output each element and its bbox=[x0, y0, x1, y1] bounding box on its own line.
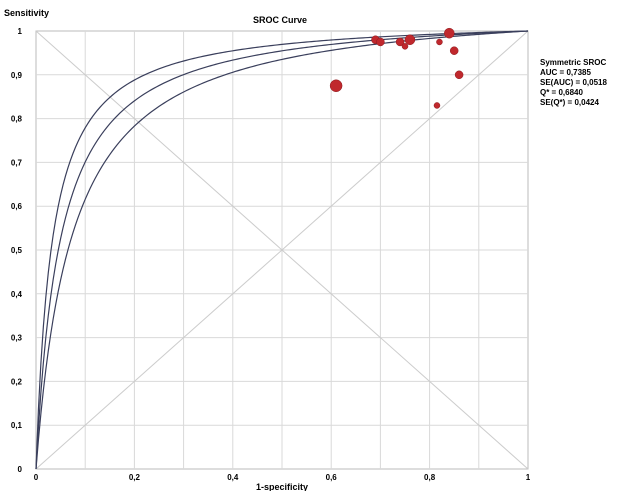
y-tick-label: 1 bbox=[18, 27, 23, 36]
y-tick-label: 0,6 bbox=[11, 202, 23, 211]
study-point bbox=[329, 79, 343, 92]
y-tick-label: 0,1 bbox=[11, 421, 23, 430]
stats-q-star: Q* = 0,6840 bbox=[540, 88, 583, 97]
x-tick-label: 1 bbox=[526, 473, 531, 482]
y-tick-label: 0,4 bbox=[11, 290, 23, 299]
q-star-diagonal bbox=[35, 30, 529, 470]
x-tick-label: 0,4 bbox=[227, 473, 239, 482]
y-tick-label: 0,7 bbox=[11, 158, 23, 167]
study-point bbox=[444, 27, 455, 39]
stats-heading: Symmetric SROC bbox=[540, 58, 606, 67]
stats-box: Symmetric SROC AUC = 0,7385 SE(AUC) = 0,… bbox=[540, 58, 607, 107]
x-tick-label: 0,6 bbox=[326, 473, 338, 482]
chart-title: SROC Curve bbox=[253, 15, 307, 25]
stats-se-q-star: SE(Q*) = 0,0424 bbox=[540, 98, 599, 107]
x-tick-label: 0,8 bbox=[424, 473, 436, 482]
study-point bbox=[433, 102, 441, 109]
x-tick-labels: 0 0,2 0,4 0,6 0,8 1 bbox=[34, 473, 531, 482]
study-points bbox=[329, 27, 464, 109]
y-tick-label: 0,2 bbox=[11, 377, 23, 386]
stats-auc: AUC = 0,7385 bbox=[540, 68, 591, 77]
y-axis-label: Sensitivity bbox=[4, 8, 49, 18]
study-point bbox=[395, 37, 405, 47]
y-tick-label: 0,9 bbox=[11, 71, 23, 80]
x-tick-label: 0 bbox=[34, 473, 39, 482]
study-point bbox=[404, 34, 416, 46]
y-tick-label: 0,8 bbox=[11, 115, 23, 124]
study-point bbox=[454, 70, 464, 80]
study-point bbox=[376, 37, 385, 47]
x-tick-label: 0,2 bbox=[129, 473, 141, 482]
study-point bbox=[436, 38, 443, 46]
study-point bbox=[449, 46, 459, 55]
y-tick-label: 0 bbox=[18, 465, 23, 474]
y-tick-label: 0,5 bbox=[11, 246, 23, 255]
diagonal-lines bbox=[35, 30, 529, 470]
x-axis-label: 1-specificity bbox=[256, 482, 308, 491]
y-tick-label: 0,3 bbox=[11, 334, 23, 343]
stats-se-auc: SE(AUC) = 0,0518 bbox=[540, 78, 607, 87]
study-point bbox=[401, 43, 409, 50]
y-tick-labels: 0 0,1 0,2 0,3 0,4 0,5 0,6 0,7 0,8 0,9 1 bbox=[11, 27, 23, 474]
